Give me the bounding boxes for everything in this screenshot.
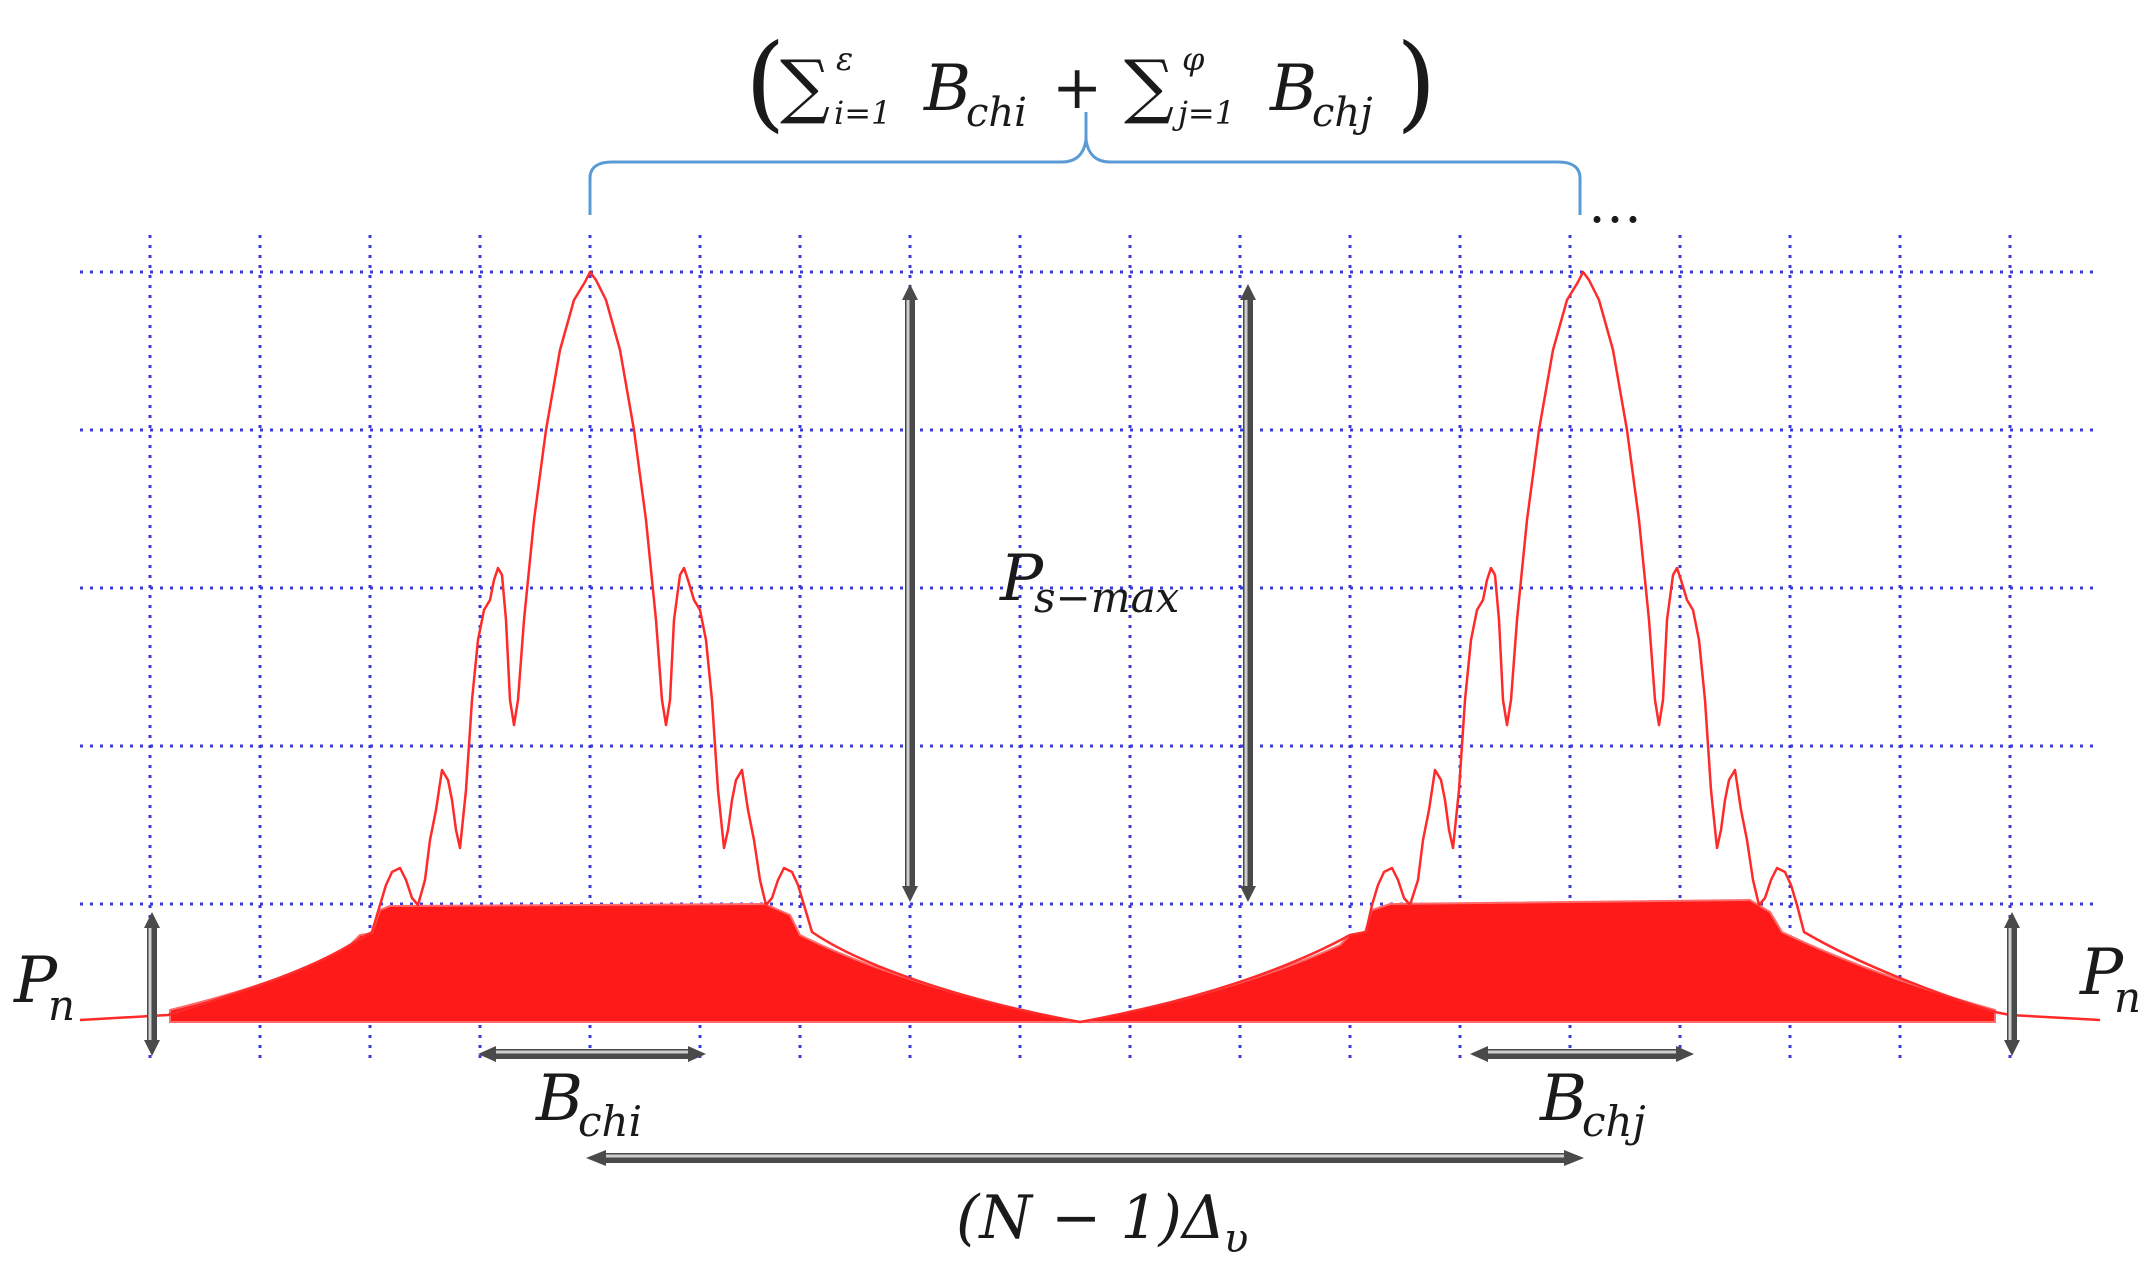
bchi-arrow <box>478 1046 706 1062</box>
svg-text:B: B <box>535 1062 583 1136</box>
svg-text:B: B <box>1539 1062 1587 1136</box>
sum-sup-1: ε <box>836 40 853 78</box>
sum-close-paren: ) <box>1396 21 1437 143</box>
ps-max-label: P s−max <box>999 542 1180 622</box>
ellipsis-text: … <box>1588 172 1642 235</box>
pn-label-left: P n <box>13 944 75 1030</box>
sum-formula: ( ∑ ε i=1 B chi + ∑ φ j=1 B chj ) <box>745 21 1437 143</box>
sum-sigma-2: ∑ <box>1124 45 1174 127</box>
ps-max-arrow-left <box>902 284 918 902</box>
sum-sigma-1: ∑ <box>780 45 830 127</box>
sum-sup-2: φ <box>1182 40 1205 78</box>
svg-text:P: P <box>13 944 58 1018</box>
svg-text:n: n <box>2114 973 2141 1022</box>
svg-text:P: P <box>999 542 1044 616</box>
svg-text:P: P <box>2079 936 2124 1010</box>
sum-sub-2: j=1 <box>1172 94 1235 132</box>
pn-arrow-right <box>2004 912 2020 1056</box>
pn-label-right: P n <box>2079 936 2141 1022</box>
sum-plus: + <box>1052 53 1102 123</box>
svg-text:υ: υ <box>1224 1216 1248 1262</box>
spacing-arrow <box>586 1150 1584 1166</box>
svg-text:(N − 1): (N − 1) <box>956 1183 1182 1253</box>
ps-max-arrow-right <box>1240 284 1256 902</box>
noise-fill-left <box>169 902 1081 1023</box>
bchi-label: B chi <box>535 1062 642 1146</box>
spectrum-line <box>79 270 2101 1024</box>
svg-text:n: n <box>48 981 75 1030</box>
sum-sub-1: i=1 <box>834 94 891 132</box>
pn-arrow-left <box>144 912 160 1056</box>
svg-text:s−max: s−max <box>1034 573 1180 622</box>
bchj-label: B chj <box>1539 1062 1646 1146</box>
sum-term-2-sub: chj <box>1312 90 1373 136</box>
svg-text:chj: chj <box>1582 1097 1646 1146</box>
svg-text:chi: chi <box>578 1097 642 1146</box>
bchj-arrow <box>1470 1046 1694 1062</box>
sum-term-2: B <box>1269 52 1317 126</box>
sum-term-1-sub: chi <box>966 90 1027 136</box>
spacing-label: (N − 1) Δ υ <box>956 1183 1248 1262</box>
svg-text:Δ: Δ <box>1180 1183 1225 1253</box>
sum-open-paren: ( <box>745 21 786 143</box>
sum-brace <box>588 112 1582 215</box>
sum-term-1: B <box>923 52 971 126</box>
